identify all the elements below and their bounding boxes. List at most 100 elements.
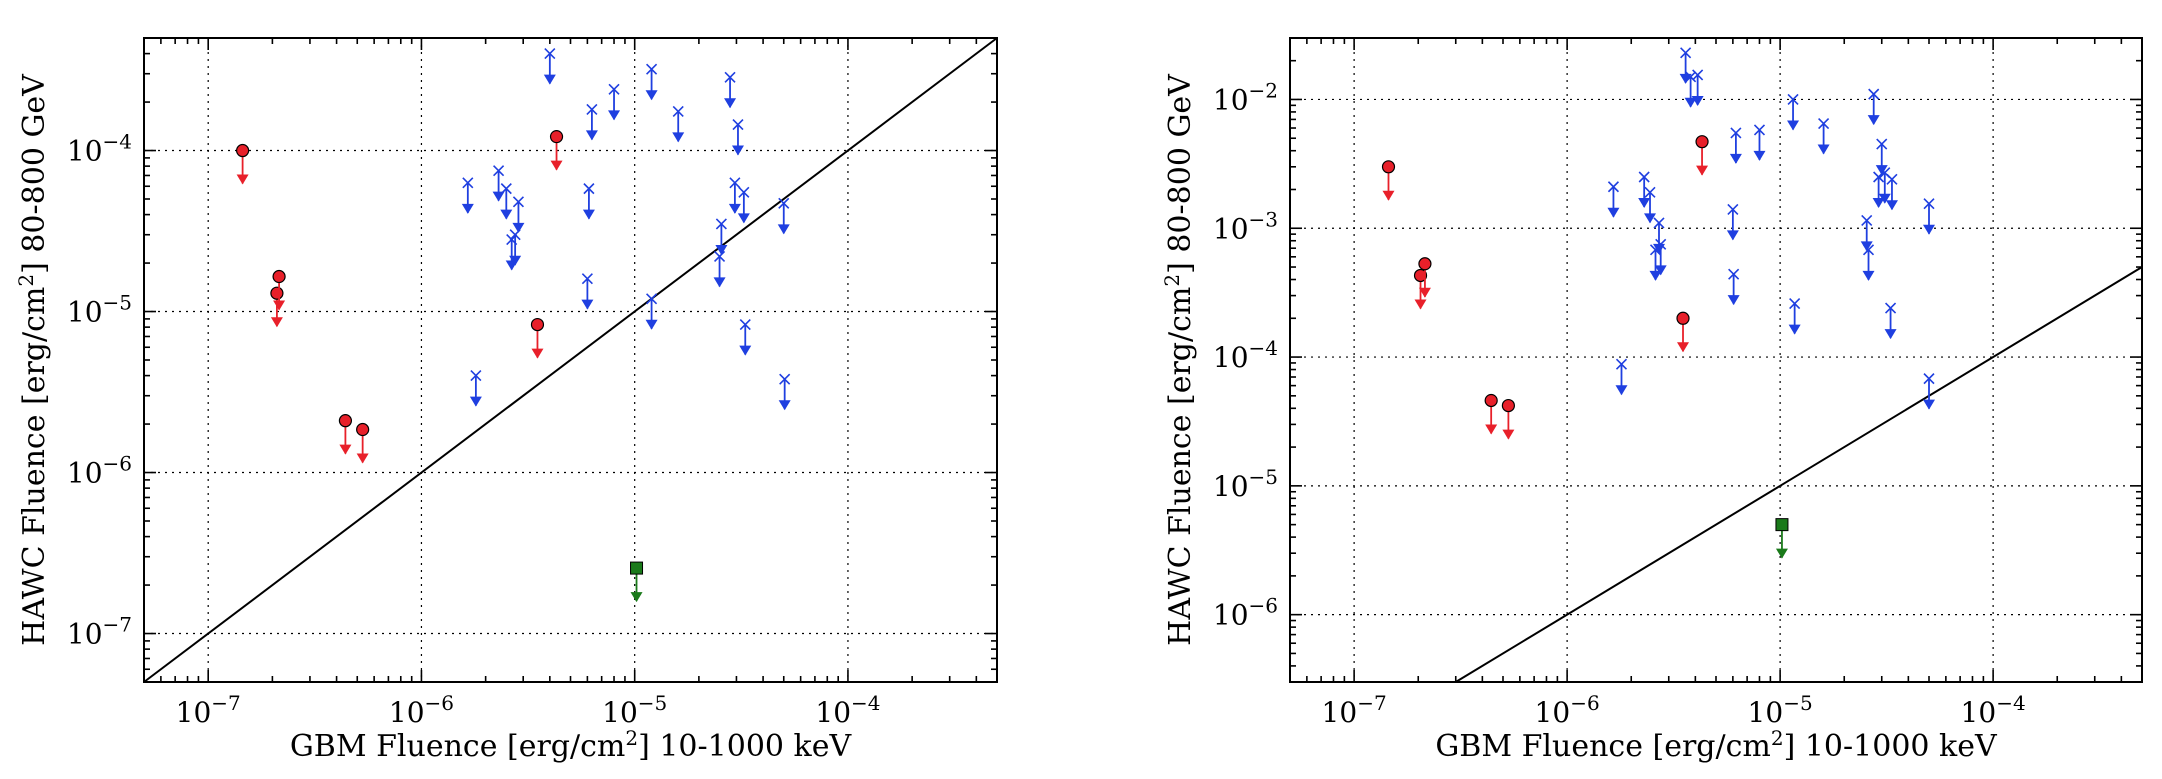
data-point-blue [1884, 302, 1897, 340]
data-point-blue [1607, 181, 1620, 218]
circle-marker [530, 317, 545, 332]
plot-frame [1289, 37, 2143, 683]
upper-limit-arrowhead [1860, 241, 1873, 252]
upper-limit-arrowhead [273, 300, 286, 311]
data-point-blue [1787, 93, 1800, 131]
upper-limit-arrowhead [724, 98, 737, 109]
upper-limit-arrowhead [550, 160, 563, 171]
x-marker [1862, 244, 1875, 256]
data-point-blue [1726, 203, 1739, 241]
data-point-blue [728, 177, 741, 214]
x-marker [1607, 181, 1620, 193]
y-tick-label: 10−3 [1213, 207, 1278, 245]
upper-limit-arrowhead [1787, 120, 1800, 131]
data-point-blue [1867, 88, 1880, 126]
circle-marker [1695, 135, 1709, 149]
x-marker [1861, 214, 1873, 227]
data-point-blue [492, 165, 505, 202]
x-marker [1884, 302, 1897, 314]
upper-limit-arrowhead [713, 277, 726, 288]
data-point-blue [1885, 173, 1898, 211]
y-axis-label: HAWC Fluence [erg/cm2] 80-800 GeV [14, 73, 52, 646]
data-point-blue [713, 250, 726, 288]
plot-frame [143, 37, 998, 683]
x-marker [1638, 171, 1650, 183]
data-point-blue [1654, 238, 1667, 276]
x-axis-label: GBM Fluence [erg/cm2] 10-1000 keV [290, 726, 853, 764]
upper-limit-arrowhead [531, 348, 544, 359]
data-point-blue [582, 183, 595, 220]
data-point-blue [1644, 186, 1657, 224]
y-tick-label: 10−6 [1213, 594, 1278, 632]
data-point-blue [512, 196, 525, 233]
x-marker [1886, 173, 1898, 185]
data-point-red [270, 286, 284, 328]
x-marker [715, 218, 727, 230]
data-point-blue [581, 273, 594, 310]
data-point-blue [778, 373, 791, 411]
x-tick-label: 10−4 [815, 691, 880, 729]
y-tick-label: 10−5 [1213, 465, 1278, 503]
equal-fluence-line [1455, 266, 2143, 683]
upper-limit-arrowhead [543, 74, 556, 85]
right-scatter-panel: 10−7 10−6 10−5 10−4 10−6 10−5 10−4 10−3 10−2 GBM … [1160, 37, 2143, 764]
data-point-blue [1923, 198, 1935, 235]
x-marker [724, 71, 736, 83]
data-point-red [1418, 257, 1432, 298]
x-marker [646, 293, 658, 305]
x-marker [1653, 217, 1665, 229]
data-point-green [1775, 518, 1789, 559]
upper-limit-arrowhead [509, 255, 522, 266]
x-tick-label: 10−6 [389, 691, 454, 729]
data-point-blue [1872, 171, 1885, 208]
upper-limit-arrowhead [1884, 329, 1897, 340]
upper-limit-arrowhead [1485, 424, 1498, 435]
y-tick-label: 10−7 [67, 613, 132, 651]
x-tick-label: 10−5 [1748, 691, 1813, 729]
data-point-blue [469, 370, 482, 407]
circle-marker [272, 269, 286, 284]
upper-limit-arrowhead [630, 592, 643, 603]
data-point-blue [672, 105, 685, 143]
circle-marker [1381, 160, 1396, 174]
x-marker [672, 105, 684, 117]
upper-limit-arrowhead [1638, 197, 1651, 208]
data-point-blue [500, 183, 513, 220]
data-point-red [1676, 311, 1690, 353]
data-point-red [1484, 393, 1498, 435]
data-point-blue [1638, 171, 1651, 208]
y-tick-label: 10−4 [67, 130, 132, 168]
x-tick-label: 10−5 [602, 691, 667, 729]
upper-limit-arrowhead [1644, 213, 1657, 224]
x-marker [646, 63, 658, 75]
upper-limit-arrowhead [1654, 265, 1667, 276]
upper-limit-arrowhead [1418, 287, 1431, 298]
x-marker [732, 118, 744, 131]
upper-limit-arrowhead [1607, 207, 1620, 218]
upper-limit-arrowhead [715, 244, 728, 255]
upper-limit-arrowhead [777, 224, 790, 235]
upper-limit-arrowhead [492, 191, 505, 202]
x-tick-label: 10−7 [176, 691, 241, 729]
upper-limit-arrowhead [1729, 153, 1742, 164]
upper-limit-arrowhead [582, 209, 595, 220]
upper-limit-arrowhead [608, 110, 621, 121]
x-marker [1753, 124, 1766, 136]
upper-limit-arrowhead [1502, 429, 1515, 440]
x-marker [1787, 93, 1799, 106]
x-marker [581, 273, 593, 285]
x-marker [1728, 268, 1740, 280]
y-tick-label: 10−2 [1213, 78, 1278, 116]
x-marker [1818, 117, 1830, 130]
x-marker [470, 370, 482, 382]
x-marker [1876, 138, 1888, 150]
data-point-red [530, 317, 545, 359]
upper-limit-arrowhead [1696, 165, 1709, 176]
upper-limit-arrowhead [1615, 385, 1628, 396]
circle-marker [1501, 398, 1515, 413]
upper-limit-arrowhead [1923, 399, 1935, 410]
upper-limit-arrowhead [645, 90, 658, 101]
upper-limit-arrowhead [339, 444, 352, 455]
x-marker [778, 197, 790, 209]
